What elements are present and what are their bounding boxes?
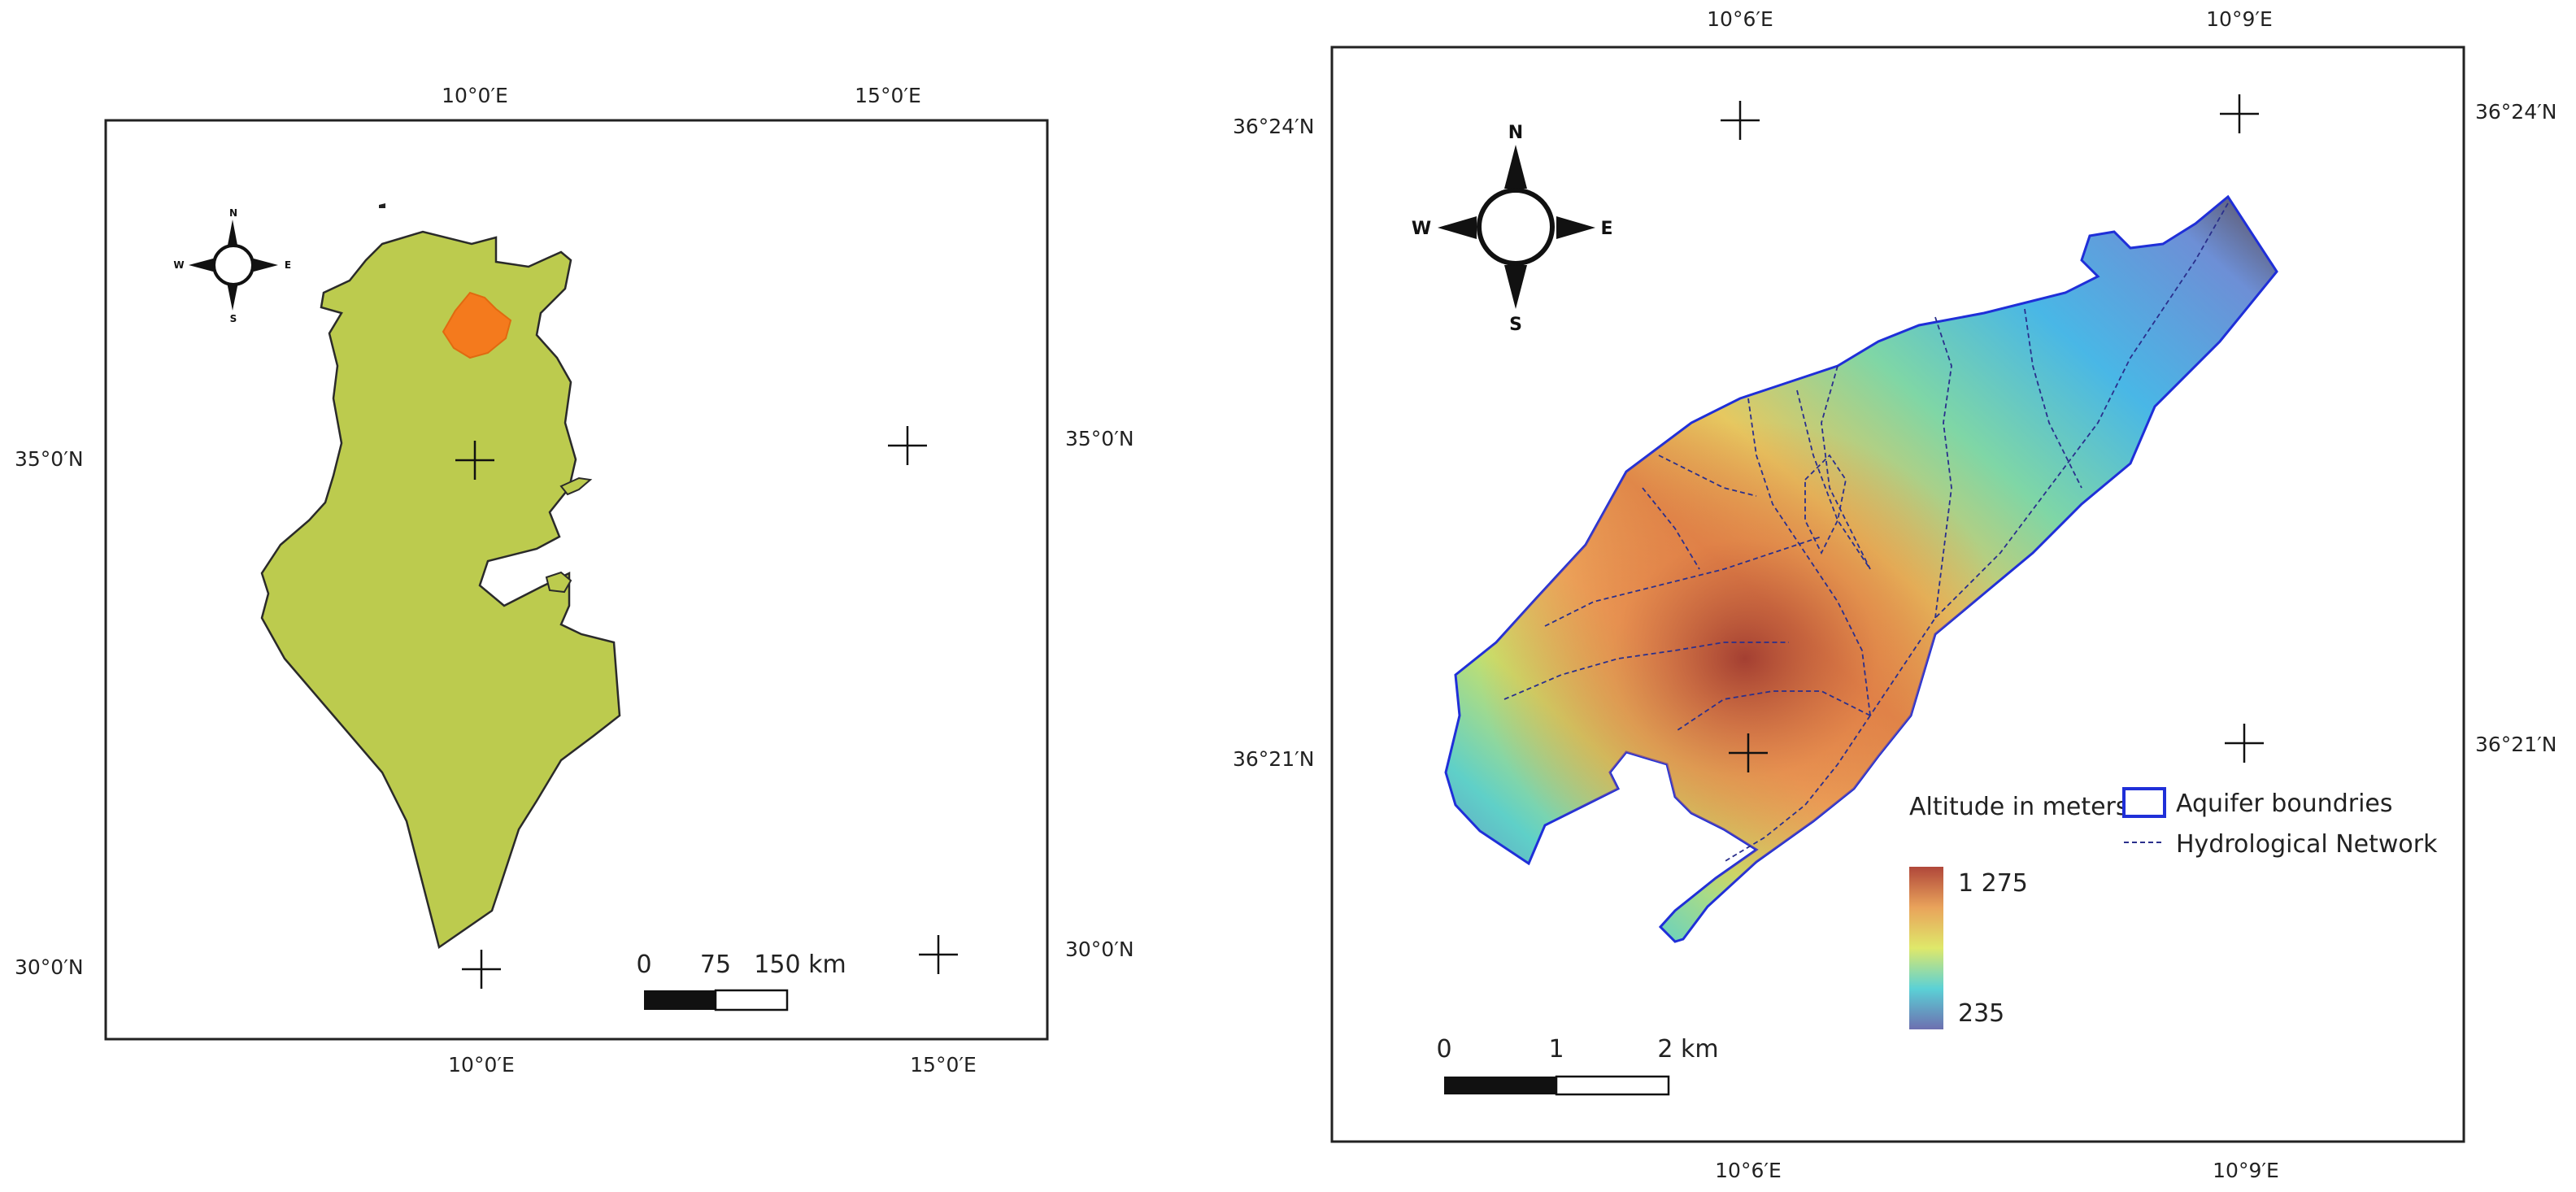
left-compass-s: S (230, 313, 237, 324)
right-bottom-lon-label-2: 10°9′E (2213, 1159, 2279, 1182)
left-compass-n: N (229, 207, 237, 219)
right-top-lon-label-1: 10°6′E (1707, 7, 1773, 31)
right-bottom-lon-label-1: 10°6′E (1715, 1159, 1782, 1182)
hydrological-network (1503, 202, 2229, 863)
left-north-arrow-icon: N S W E (173, 207, 291, 324)
right-legend: Altitude in meters Aquifer boundries Hyd… (1909, 787, 2438, 1029)
left-left-lat-label-1: 35°0′N (15, 447, 84, 471)
right-scale-label-2: 2 km (1657, 1035, 1718, 1064)
right-north-arrow-icon: N S W E (1412, 123, 1613, 335)
left-left-lat-label-2: 30°0′N (15, 955, 84, 979)
right-scale-label-1: 1 (1548, 1035, 1564, 1064)
galite-island (379, 203, 385, 208)
djerba-island (545, 571, 572, 594)
legend-min-label: 235 (1958, 999, 2004, 1028)
right-right-lat-label-1: 36°24′N (2475, 100, 2557, 124)
right-top-lon-label-2: 10°9′E (2206, 7, 2273, 31)
right-scale-label-0: 0 (1436, 1035, 1451, 1064)
left-scale-label-1: 75 (700, 951, 731, 979)
legend-title: Altitude in meters (1909, 793, 2129, 821)
right-compass-w: W (1412, 219, 1431, 239)
right-compass-e: E (1600, 219, 1612, 239)
aquifer-peak-shading (1446, 197, 2277, 942)
left-scale-bar: 0 75 150 km (636, 951, 846, 1011)
left-bottom-lon-label-1: 10°0′E (448, 1053, 515, 1077)
left-top-lon-label-2: 15°0′E (855, 84, 921, 107)
left-bottom-lon-label-2: 15°0′E (910, 1053, 977, 1077)
right-left-lat-label-1: 36°24′N (1233, 115, 1315, 138)
left-graticule-crosses (455, 426, 958, 989)
left-right-lat-label-2: 30°0′N (1065, 938, 1134, 961)
tunisia-country-shape (260, 230, 621, 950)
study-area-location (442, 291, 512, 359)
left-map-frame (104, 119, 1049, 1041)
right-compass-s: S (1509, 315, 1522, 335)
left-compass-w: W (173, 259, 184, 271)
left-right-lat-label-1: 35°0′N (1065, 427, 1134, 450)
right-compass-n: N (1508, 123, 1523, 143)
right-left-lat-label-2: 36°21′N (1233, 747, 1315, 771)
left-compass-e: E (285, 259, 291, 271)
kerkennah-island (559, 476, 593, 496)
legend-max-label: 1 275 (1958, 869, 2028, 898)
right-scale-bar: 0 1 2 km (1436, 1035, 1719, 1096)
left-top-lon-label-1: 10°0′E (442, 84, 508, 107)
right-right-lat-label-2: 36°21′N (2475, 733, 2557, 756)
left-scale-label-0: 0 (636, 951, 651, 979)
legend-aquifer-label: Aquifer boundries (2176, 790, 2393, 818)
right-graticule-crosses (1721, 94, 2264, 772)
left-scale-label-2: 150 km (754, 951, 846, 979)
legend-network-label: Hydrological Network (2176, 830, 2438, 859)
legend-aquifer-swatch (2122, 787, 2166, 818)
legend-altitude-ramp (1909, 867, 1943, 1029)
